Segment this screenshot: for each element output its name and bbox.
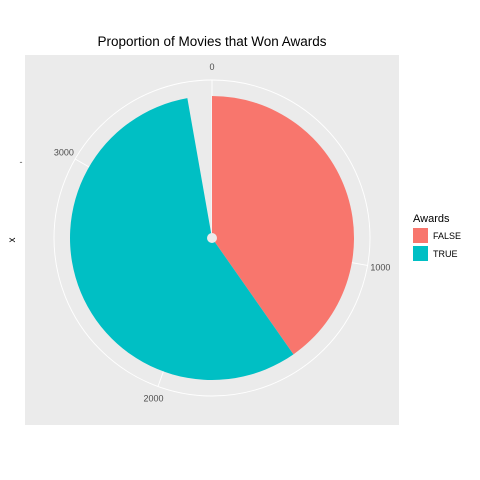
legend-swatch bbox=[413, 228, 428, 243]
y-axis-title: x bbox=[7, 238, 18, 243]
legend-swatch bbox=[413, 246, 428, 261]
theta-tick-label: 0 bbox=[209, 62, 214, 72]
pie-slices bbox=[69, 96, 354, 381]
legend-label: TRUE bbox=[433, 249, 458, 259]
y-axis-tick-label: - bbox=[20, 157, 23, 167]
legend: Awards FALSE TRUE bbox=[413, 213, 461, 261]
theta-tick-labels: 0 1000 2000 3000 bbox=[54, 62, 391, 404]
theta-tick-label: 1000 bbox=[370, 263, 390, 273]
legend-title: Awards bbox=[413, 213, 450, 225]
legend-label: FALSE bbox=[433, 231, 461, 241]
center-hole bbox=[207, 233, 217, 243]
chart-title: Proportion of Movies that Won Awards bbox=[97, 34, 326, 49]
theta-tick-label: 3000 bbox=[54, 148, 74, 158]
pie-slice-false bbox=[212, 96, 354, 355]
theta-tick-label: 2000 bbox=[143, 394, 163, 404]
pie-slice-true bbox=[69, 98, 294, 381]
